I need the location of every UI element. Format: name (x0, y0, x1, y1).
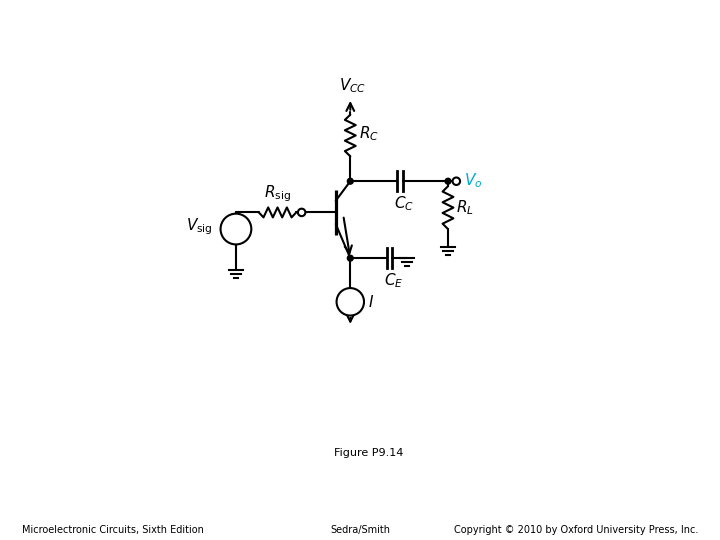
Circle shape (445, 178, 451, 184)
Text: $R_{\rm sig}$: $R_{\rm sig}$ (264, 184, 291, 204)
Text: $V_{\rm sig}$: $V_{\rm sig}$ (186, 217, 213, 237)
Text: Figure P9.14: Figure P9.14 (334, 448, 404, 458)
Text: $R_C$: $R_C$ (359, 124, 379, 143)
Text: $I$: $I$ (368, 294, 374, 310)
Text: $-$: $-$ (231, 224, 246, 242)
Circle shape (220, 214, 251, 245)
Text: Microelectronic Circuits, Sixth Edition: Microelectronic Circuits, Sixth Edition (22, 524, 204, 535)
Circle shape (453, 178, 460, 185)
Circle shape (336, 288, 364, 315)
Text: $C_C$: $C_C$ (395, 194, 415, 213)
Text: $C_E$: $C_E$ (384, 272, 404, 290)
Circle shape (298, 208, 305, 216)
Text: $+$: $+$ (232, 216, 245, 231)
Text: Sedra/Smith: Sedra/Smith (330, 524, 390, 535)
Circle shape (347, 178, 354, 184)
Text: $V_{CC}$: $V_{CC}$ (338, 76, 366, 94)
Text: Copyright © 2010 by Oxford University Press, Inc.: Copyright © 2010 by Oxford University Pr… (454, 524, 698, 535)
Text: $V_o$: $V_o$ (464, 171, 482, 190)
Text: $R_L$: $R_L$ (456, 198, 474, 217)
Circle shape (347, 255, 354, 261)
